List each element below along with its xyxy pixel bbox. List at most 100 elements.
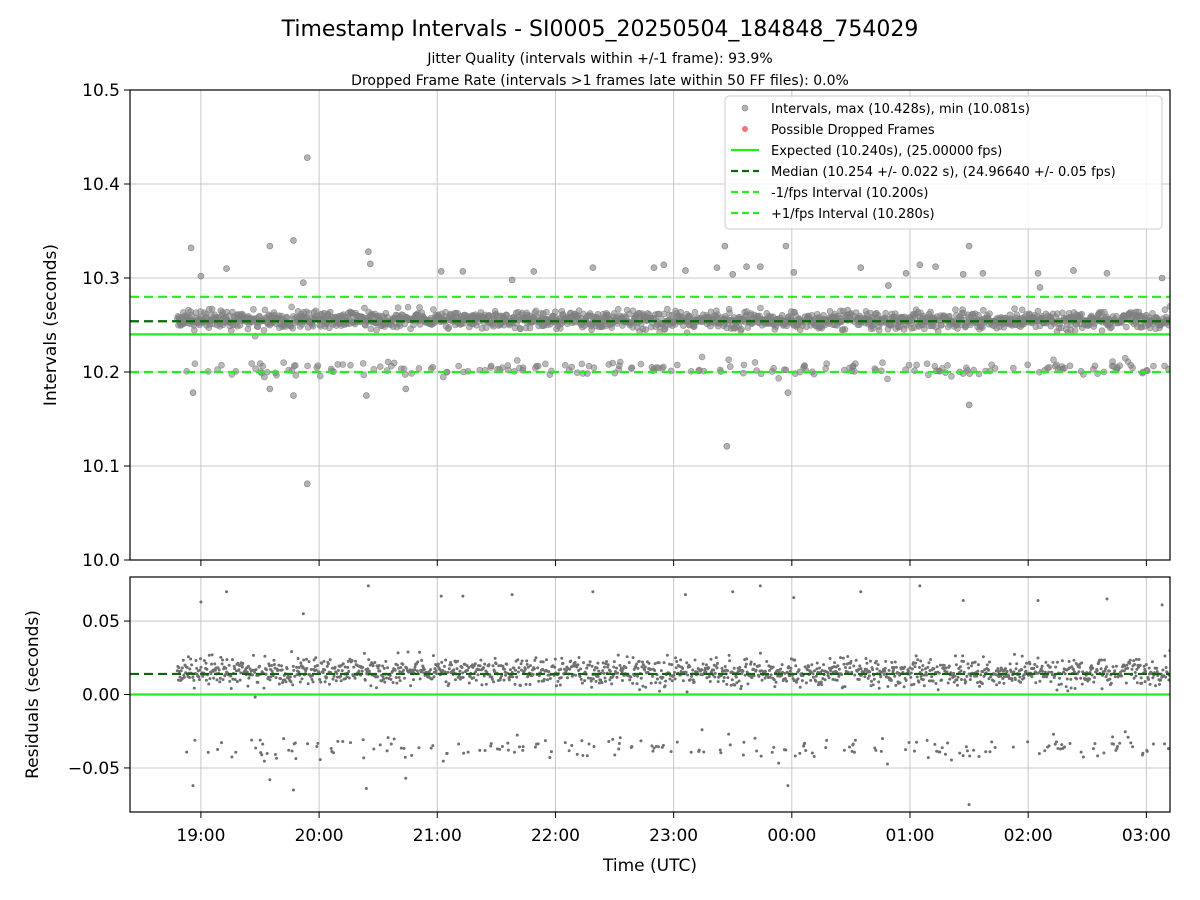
residual-point (946, 681, 950, 685)
residual-point (945, 670, 949, 674)
residual-point (1054, 740, 1058, 744)
residual-point (577, 668, 581, 672)
residual-point (827, 676, 831, 680)
residual-point (512, 666, 516, 670)
residual-point (760, 678, 764, 682)
residual-point (1054, 665, 1058, 669)
residual-point (1147, 666, 1151, 670)
residual-point (719, 751, 723, 755)
residual-point (1111, 665, 1115, 669)
residual-point (917, 680, 921, 684)
interval-point (487, 362, 495, 370)
residual-point (546, 678, 550, 682)
residual-point (621, 667, 625, 671)
x-tick-label: 20:00 (295, 826, 344, 846)
residual-point (375, 664, 379, 668)
residual-point (1124, 681, 1128, 685)
interval-point (725, 356, 732, 364)
residual-point (479, 658, 483, 662)
residual-point (311, 680, 315, 684)
residual-point (331, 677, 335, 681)
residual-outlier-point (301, 612, 305, 616)
interval-outlier-point (363, 392, 370, 399)
residual-point (798, 751, 802, 755)
residual-point (597, 681, 601, 685)
residual-point (502, 667, 506, 671)
interval-outlier-point (266, 242, 274, 250)
residual-point (842, 662, 846, 666)
residual-point (193, 738, 197, 742)
residual-point (468, 674, 472, 678)
residual-point (953, 674, 957, 678)
interval-point (575, 307, 583, 315)
residual-point (1132, 676, 1136, 680)
residual-point (753, 736, 757, 740)
residual-point (420, 658, 424, 662)
y-tick-label: 10.4 (82, 175, 120, 195)
residual-point (765, 660, 769, 664)
residual-point (1071, 667, 1075, 671)
residual-point (1019, 680, 1023, 684)
residual-point (1090, 664, 1094, 668)
interval-point (637, 360, 645, 368)
residual-point (723, 664, 727, 668)
residual-point (563, 741, 567, 745)
residual-point (523, 667, 527, 671)
residual-point (267, 664, 271, 668)
residual-point (515, 675, 519, 679)
residual-point (668, 677, 672, 681)
interval-point (429, 363, 437, 371)
residual-point (263, 654, 267, 658)
residual-point (389, 677, 393, 681)
interval-point (810, 370, 818, 378)
residual-point (361, 665, 365, 669)
residual-outlier-point (225, 590, 229, 594)
residual-point (726, 669, 730, 673)
residual-point (654, 681, 658, 685)
residual-point (603, 676, 607, 680)
interval-outlier-point (959, 270, 967, 278)
residual-point (650, 744, 654, 748)
residual-point (347, 676, 351, 680)
residual-point (755, 749, 759, 753)
residual-point (440, 660, 444, 664)
residual-point (783, 671, 787, 675)
residual-point (1126, 735, 1130, 739)
residual-point (768, 675, 772, 679)
residual-point (484, 682, 488, 686)
residual-point (386, 736, 390, 740)
residual-point (601, 661, 605, 665)
residual-point (288, 675, 292, 679)
residual-point (1005, 669, 1009, 673)
residual-point (618, 663, 622, 667)
residual-point (919, 674, 923, 678)
residual-point (341, 662, 345, 666)
intervals-panel-frame (129, 89, 1171, 561)
residual-point (769, 673, 773, 677)
residual-point (237, 668, 241, 672)
residual-point (1073, 687, 1077, 690)
residual-point (758, 651, 762, 655)
residual-point (1119, 674, 1123, 678)
residual-point (793, 658, 797, 662)
interval-point (190, 327, 198, 334)
interval-point (259, 362, 267, 370)
interval-outlier-point (916, 261, 924, 269)
residual-point (568, 667, 572, 671)
residual-point (336, 669, 340, 673)
residual-point (987, 660, 991, 664)
interval-point (770, 364, 777, 372)
residual-point (841, 656, 845, 660)
residual-point (1125, 663, 1129, 667)
interval-point (1150, 362, 1157, 370)
residual-point (1026, 740, 1030, 744)
residual-point (341, 740, 345, 744)
residual-point (541, 660, 545, 664)
residual-point (1032, 666, 1036, 670)
residual-point (893, 660, 897, 664)
residual-point (949, 758, 953, 762)
interval-point (316, 372, 324, 380)
residual-point (331, 751, 335, 755)
residual-point (1013, 652, 1017, 656)
residual-point (477, 668, 481, 672)
